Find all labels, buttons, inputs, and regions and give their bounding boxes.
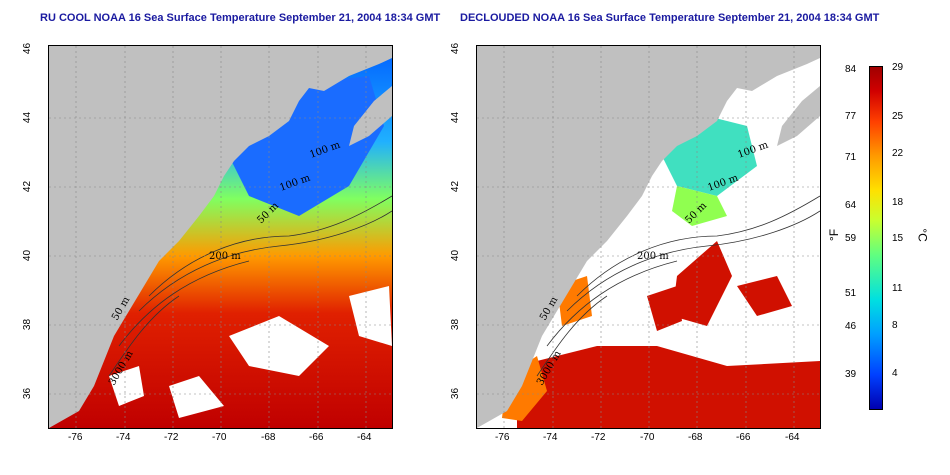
fahrenheit-tick: 51 xyxy=(845,288,857,299)
right-y-tick: 46 xyxy=(450,42,462,55)
right-y-tick: 40 xyxy=(450,249,462,262)
celsius-tick: 11 xyxy=(892,283,903,294)
celsius-tick: 8 xyxy=(892,320,898,331)
left-y-tick: 40 xyxy=(22,249,34,262)
right-x-tick: -72 xyxy=(591,432,606,443)
fahrenheit-tick: 46 xyxy=(845,321,857,332)
left-map-title: RU COOL NOAA 16 Sea Surface Temperature … xyxy=(40,12,441,24)
right-x-tick: -68 xyxy=(688,432,703,443)
left-x-tick: -76 xyxy=(68,432,83,443)
celsius-tick: 15 xyxy=(892,233,904,244)
celsius-tick: 25 xyxy=(892,111,904,122)
left-sst-map: 100 m 100 m 50 m 200 m 50 m 3000 m xyxy=(48,45,393,429)
fahrenheit-tick: 84 xyxy=(845,64,857,75)
left-y-tick: 42 xyxy=(22,180,34,193)
celsius-tick: 22 xyxy=(892,148,904,159)
right-sst-map: 100 m 100 m 50 m 200 m 50 m 3000 m xyxy=(476,45,821,429)
left-y-tick: 44 xyxy=(22,111,34,124)
left-y-tick: 38 xyxy=(22,318,34,331)
left-x-tick: -72 xyxy=(164,432,179,443)
grid-lines xyxy=(477,46,820,428)
right-x-tick: -70 xyxy=(640,432,655,443)
left-x-tick: -74 xyxy=(116,432,131,443)
green-sst-patches xyxy=(672,186,727,226)
right-y-tick: 38 xyxy=(450,318,462,331)
right-x-tick: -76 xyxy=(495,432,510,443)
fahrenheit-tick: 39 xyxy=(845,369,857,380)
right-map-title: DECLOUDED NOAA 16 Sea Surface Temperatur… xyxy=(460,12,880,24)
celsius-tick: 4 xyxy=(892,368,898,379)
temperature-colorbar xyxy=(869,66,883,410)
fahrenheit-tick: 59 xyxy=(845,233,857,244)
left-x-tick: -64 xyxy=(357,432,372,443)
cloud-cover xyxy=(109,286,392,418)
land-mass xyxy=(49,46,392,428)
fahrenheit-tick: 77 xyxy=(845,111,857,122)
left-x-tick: -68 xyxy=(261,432,276,443)
right-sst-image: 100 m 100 m 50 m 200 m 50 m 3000 m xyxy=(477,46,820,428)
left-sst-image: 100 m 100 m 50 m 200 m 50 m 3000 m xyxy=(49,46,392,428)
nova-scotia xyxy=(349,86,392,146)
depth-contours xyxy=(536,195,820,377)
right-x-tick: -74 xyxy=(543,432,558,443)
left-y-tick: 36 xyxy=(22,387,34,400)
land-mass xyxy=(477,46,820,428)
right-x-tick: -66 xyxy=(736,432,751,443)
right-y-tick: 42 xyxy=(450,180,462,193)
left-y-tick: 46 xyxy=(22,42,34,55)
celsius-tick: 29 xyxy=(892,62,904,73)
right-y-tick: 36 xyxy=(450,387,462,400)
contour-label-200m: 200 m xyxy=(637,251,669,262)
left-x-tick: -66 xyxy=(309,432,324,443)
right-x-tick: -64 xyxy=(785,432,800,443)
fahrenheit-tick: 64 xyxy=(845,200,857,211)
warm-sst-patches xyxy=(517,241,820,428)
fahrenheit-unit-label: °F xyxy=(827,228,842,242)
left-x-tick: -70 xyxy=(212,432,227,443)
celsius-unit-label: °C xyxy=(915,228,930,242)
depth-contours xyxy=(108,195,392,377)
right-y-tick: 44 xyxy=(450,111,462,124)
nova-scotia xyxy=(777,86,820,146)
fahrenheit-tick: 71 xyxy=(845,152,857,163)
grid-lines xyxy=(49,46,392,428)
orange-sst-patches xyxy=(502,276,592,421)
celsius-tick: 18 xyxy=(892,197,904,208)
contour-label-200m: 200 m xyxy=(209,251,241,262)
